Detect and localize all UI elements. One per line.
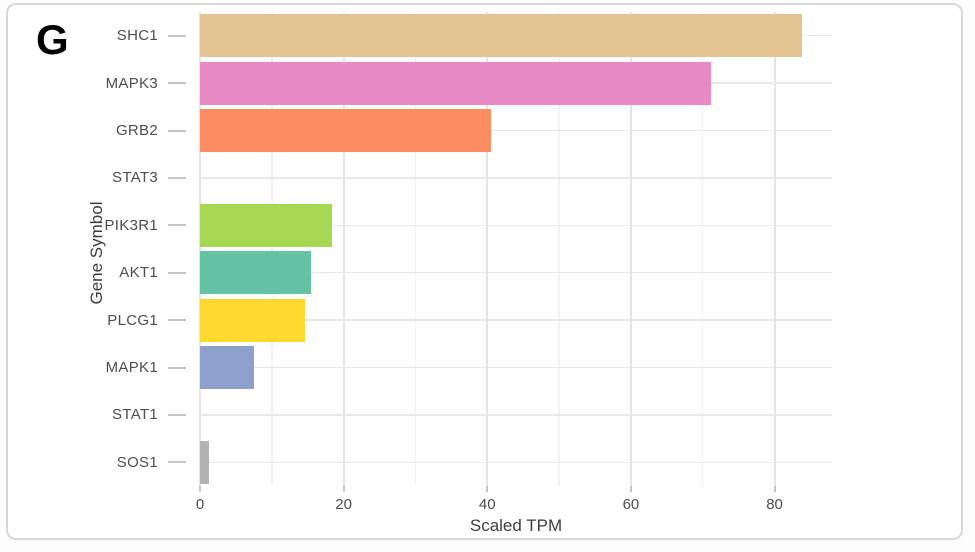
x-tick	[629, 486, 632, 492]
y-tick	[168, 224, 186, 227]
x-tick-label: 80	[766, 496, 783, 513]
bar-pik3r1	[200, 203, 333, 247]
x-tick	[773, 486, 776, 492]
y-tick	[168, 271, 186, 274]
x-tick-label: 60	[622, 496, 640, 513]
bar-sos1	[200, 440, 210, 484]
y-tick	[168, 82, 186, 85]
y-tick	[168, 176, 186, 179]
gridline-minor	[701, 12, 704, 486]
x-tick-label: 40	[478, 496, 496, 513]
y-axis-label-mapk3: MAPK3	[105, 74, 158, 92]
bar-akt1	[200, 251, 311, 295]
y-tick	[168, 129, 186, 132]
gridline-row	[200, 319, 832, 321]
y-tick	[168, 319, 186, 322]
y-axis-label-stat1: STAT1	[112, 406, 158, 424]
gridline-minor	[414, 12, 417, 486]
gridline-major	[773, 12, 776, 486]
y-axis-label-sos1: SOS1	[116, 453, 158, 471]
x-tick-label: 20	[335, 496, 352, 513]
bar-shc1	[200, 14, 802, 58]
gridline-row	[200, 366, 832, 369]
y-axis-label-plcg1: PLCG1	[107, 311, 158, 329]
y-tick	[168, 413, 186, 416]
y-axis-title: Gene Symbol	[87, 201, 106, 305]
y-axis-label-akt1: AKT1	[119, 264, 158, 282]
x-axis-title: Scaled TPM	[469, 516, 563, 535]
bar-grb2	[200, 109, 491, 152]
gridline-minor	[271, 12, 273, 486]
y-axis-label-stat3: STAT3	[112, 169, 158, 187]
x-tick	[342, 486, 345, 492]
y-tick	[168, 366, 186, 369]
gridline-major	[486, 12, 489, 486]
y-tick	[168, 34, 186, 37]
gridline-row	[200, 177, 832, 179]
gridline-row	[200, 224, 832, 227]
gridline-major	[629, 12, 632, 486]
gridline-row	[200, 461, 832, 464]
gridline-row	[200, 129, 832, 132]
y-tick	[168, 461, 186, 464]
bar-mapk3	[200, 61, 711, 105]
bar-plcg1	[200, 298, 305, 342]
gridline-row	[200, 271, 832, 274]
y-axis-label-pik3r1: PIK3R1	[104, 216, 158, 234]
gridline-row	[200, 414, 832, 416]
bar-mapk1	[200, 346, 254, 389]
panel-label: G	[36, 16, 70, 63]
x-tick	[199, 486, 201, 492]
gridline-major	[342, 12, 345, 486]
y-axis-label-grb2: GRB2	[115, 121, 158, 139]
gridline-minor	[558, 12, 560, 486]
y-axis-label-mapk1: MAPK1	[105, 358, 158, 376]
gridline-major	[199, 12, 201, 486]
x-tick-label: 0	[195, 496, 205, 513]
y-axis-label-shc1: SHC1	[116, 27, 158, 45]
x-tick	[486, 486, 489, 492]
